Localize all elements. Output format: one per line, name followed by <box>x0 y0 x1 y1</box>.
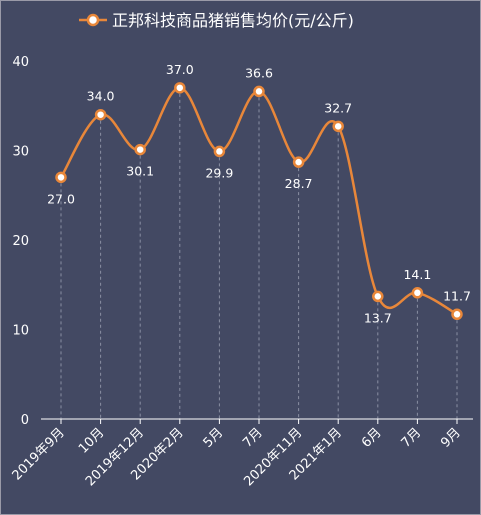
data-point-4 <box>213 145 226 158</box>
data-point-3 <box>174 82 186 94</box>
data-label-8: 13.7 <box>364 310 392 325</box>
legend-circle-marker <box>86 13 100 27</box>
y-tick-label-10: 10 <box>12 324 29 339</box>
grid-lines <box>60 87 458 419</box>
data-label-2: 30.1 <box>126 164 154 179</box>
legend: 正邦科技商品猪销售均价(元/公斤) <box>79 11 354 30</box>
data-point-5 <box>253 85 265 98</box>
data-point-7 <box>332 120 344 133</box>
y-tick-label-0: 0 <box>21 413 29 428</box>
x-tick-label-10: 9月 <box>438 425 464 451</box>
data-labels: 27.0 34.0 30.1 37.0 29.9 36.6 28.7 32.7 13.7 14.1… <box>47 62 471 326</box>
data-point-0 <box>55 171 67 184</box>
x-tick-label-0: 2019年9月 <box>10 425 68 483</box>
data-label-5: 36.6 <box>245 65 273 80</box>
x-tick-label-1: 10月 <box>76 425 107 456</box>
data-point-6 <box>292 156 305 168</box>
data-point-8 <box>372 290 384 303</box>
data-label-0: 27.0 <box>47 191 75 206</box>
y-tick-label-20: 20 <box>12 234 29 249</box>
data-label-9: 14.1 <box>403 267 431 282</box>
data-label-1: 34.0 <box>87 89 115 104</box>
data-label-6: 28.7 <box>285 176 313 191</box>
data-point-9 <box>411 287 424 299</box>
legend-series-name: 正邦科技商品猪销售均价(元/公斤) <box>112 11 354 30</box>
series-group <box>55 82 463 321</box>
data-label-10: 11.7 <box>443 288 471 303</box>
data-label-7: 32.7 <box>324 100 352 115</box>
x-tick-label-4: 5月 <box>201 425 227 451</box>
x-tick-label-5: 7月 <box>240 425 266 451</box>
x-tick-label-9: 7月 <box>399 425 425 451</box>
data-point-10 <box>451 308 463 321</box>
x-tick-label-8: 6月 <box>359 425 385 451</box>
y-tick-label-40: 40 <box>12 55 29 70</box>
data-point-1 <box>94 108 107 121</box>
data-label-4: 29.9 <box>205 165 233 180</box>
data-label-3: 37.0 <box>166 62 194 77</box>
y-tick-label-30: 30 <box>12 145 29 160</box>
data-point-2 <box>134 143 146 156</box>
